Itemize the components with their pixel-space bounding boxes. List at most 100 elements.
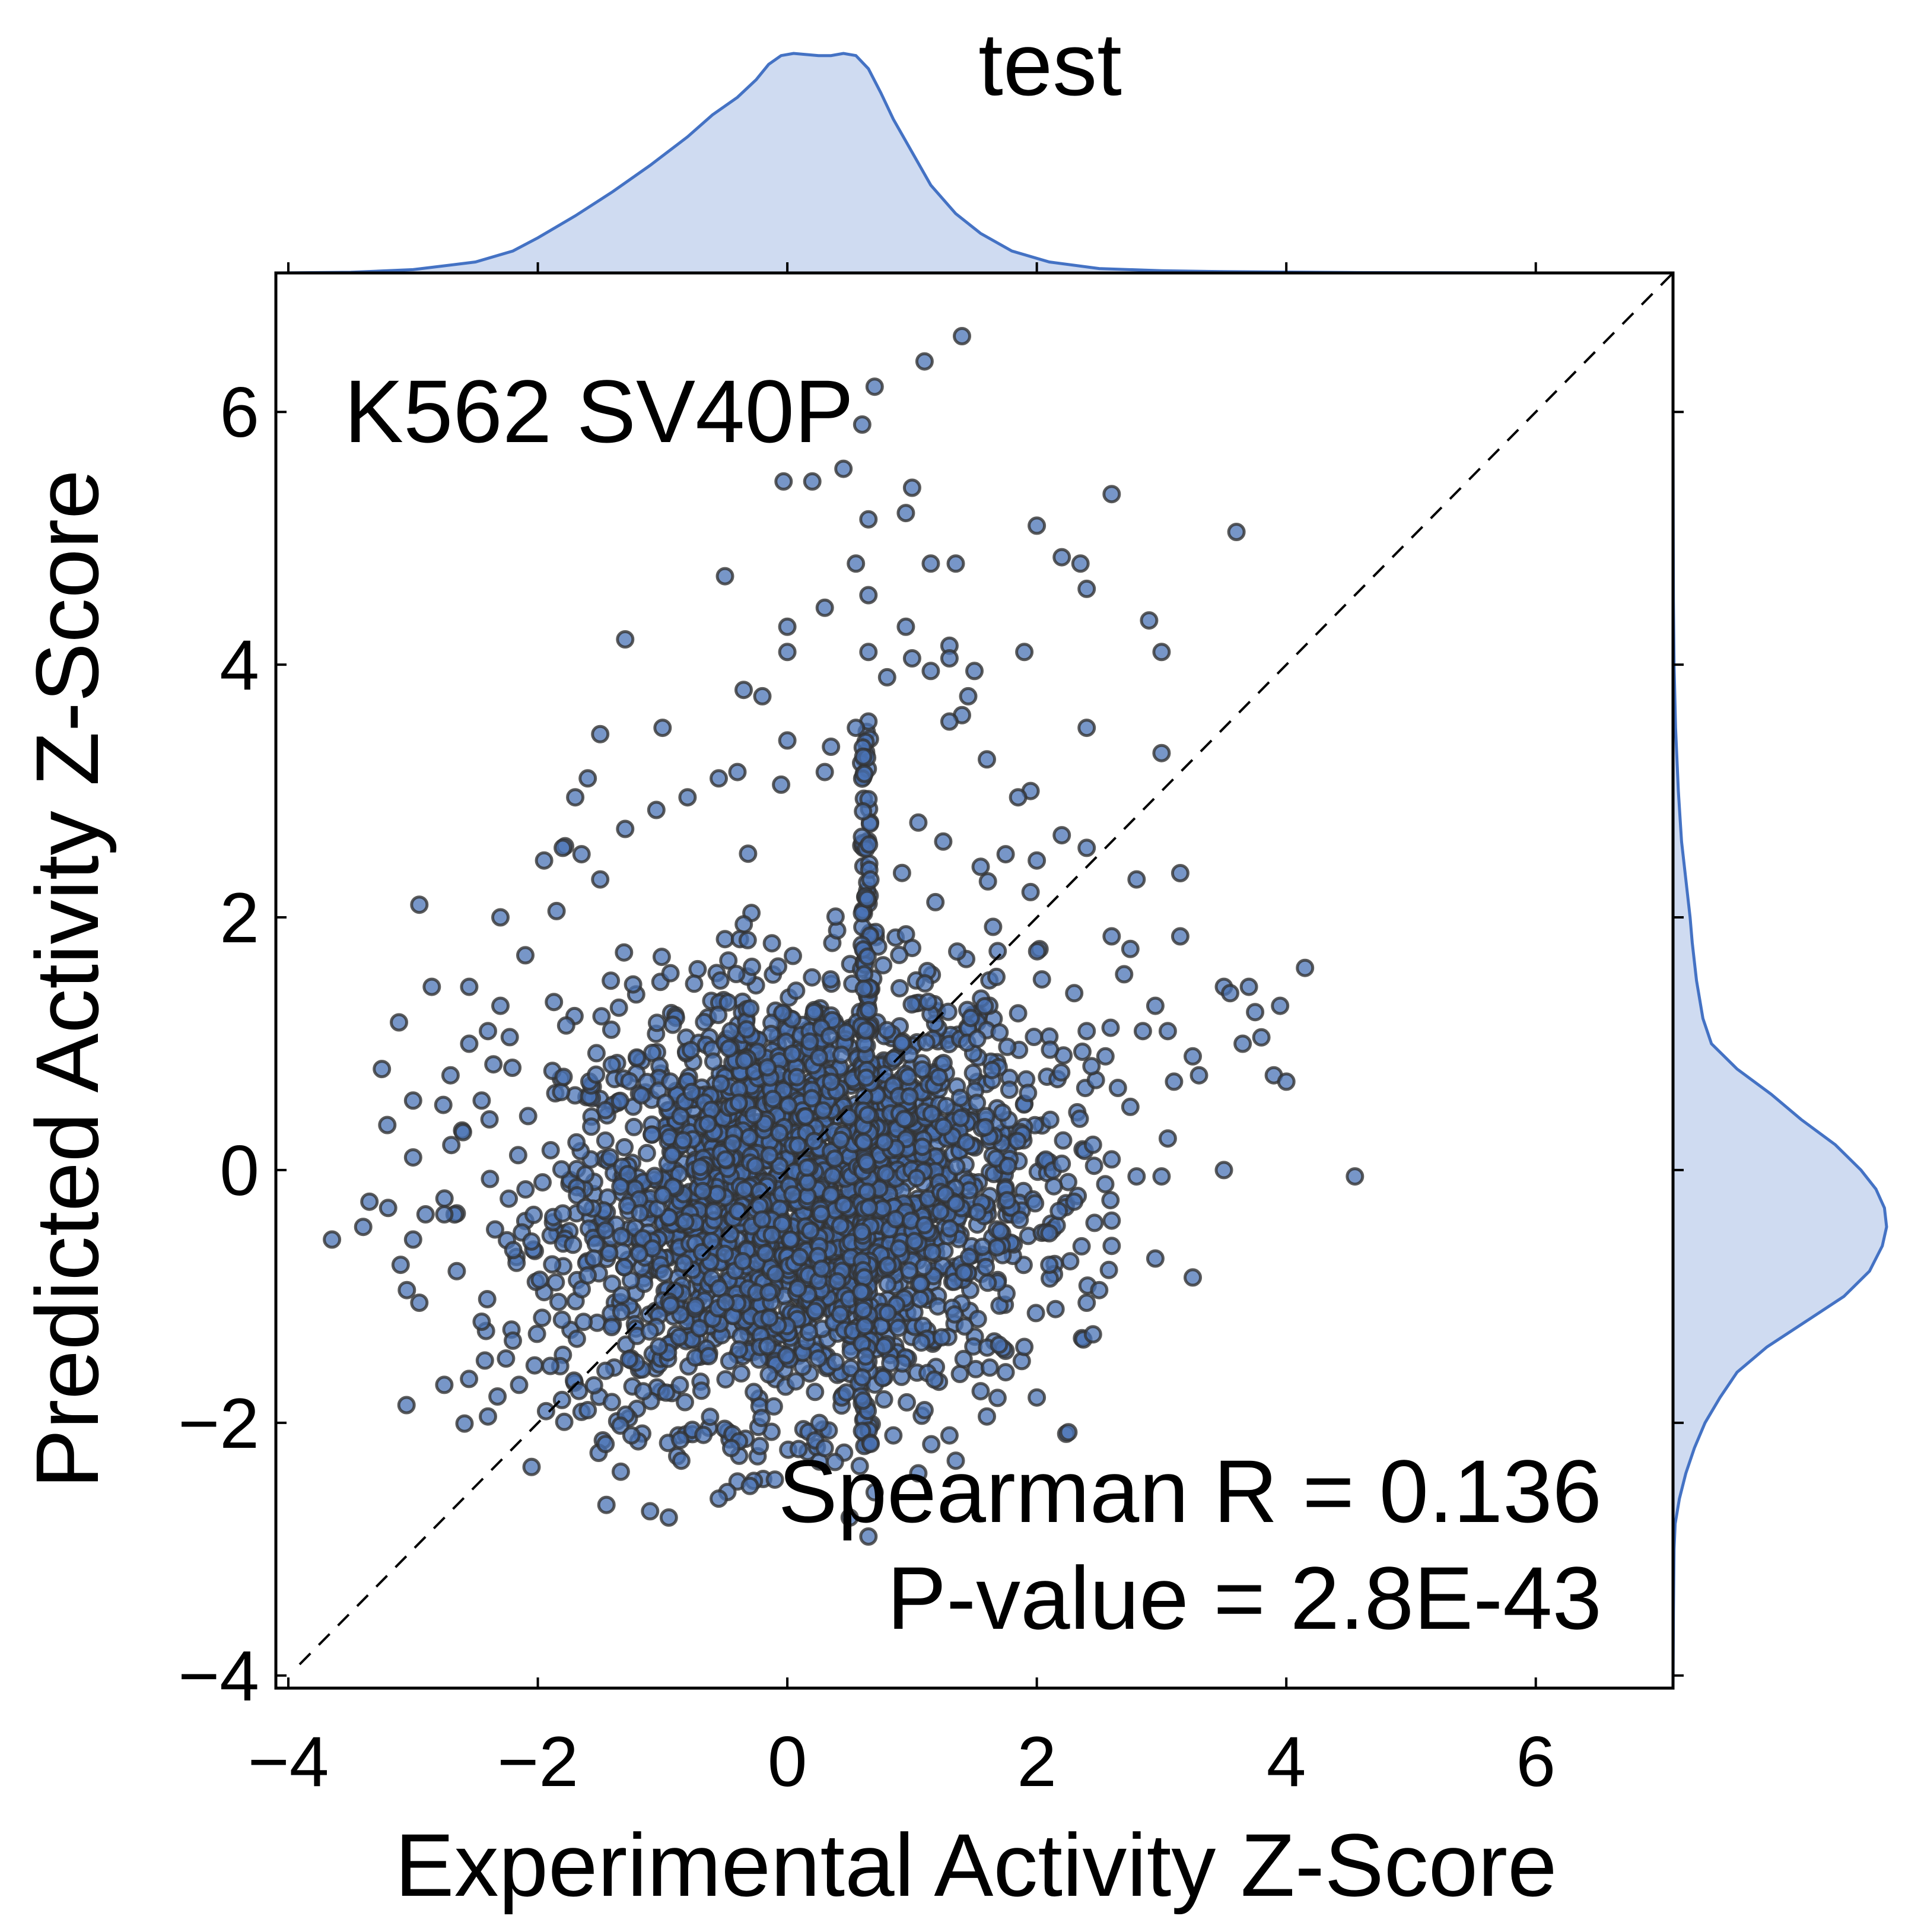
scatter-point [566, 788, 585, 807]
scatter-point [740, 1128, 759, 1146]
scatter-point [654, 1264, 673, 1283]
scatter-point [723, 1134, 742, 1153]
scatter-point [631, 1204, 650, 1223]
scatter-point [611, 1177, 630, 1196]
scatter-point [959, 687, 978, 706]
scatter-point [435, 1375, 454, 1394]
scatter-point [946, 554, 965, 573]
scatter-point [535, 851, 554, 870]
scatter-point [1277, 1072, 1296, 1091]
scatter-point [854, 802, 873, 821]
scatter-point [552, 1160, 571, 1179]
scatter-point [671, 1431, 690, 1450]
scatter-point [460, 1369, 479, 1388]
scatter-point [913, 1060, 931, 1079]
scatter-point [391, 1256, 410, 1275]
scatter-point [1152, 643, 1171, 662]
scatter-point [737, 1020, 756, 1039]
scatter-point [998, 1191, 1017, 1210]
scatter-point [947, 1157, 966, 1176]
scatter-point [609, 998, 628, 1017]
scatter-point [1040, 1224, 1059, 1243]
scatter-point [578, 769, 597, 788]
scatter-point [831, 1130, 850, 1149]
top-density-curve [275, 52, 1673, 275]
top-marginal-density [275, 52, 1673, 275]
scatter-point [900, 1087, 919, 1106]
scatter-point [1246, 1003, 1265, 1022]
scatter-point [1083, 1325, 1102, 1344]
scatter-point [592, 1007, 611, 1026]
scatter-point [878, 1304, 897, 1323]
scatter-point [1115, 965, 1134, 984]
y-tick-label: 4 [220, 625, 259, 705]
scatter-point [441, 1066, 460, 1085]
scatter-point [741, 999, 760, 1018]
scatter-point [854, 980, 873, 998]
scatter-point [990, 1023, 1009, 1042]
scatter-point [876, 1164, 895, 1183]
scatter-point [971, 857, 990, 876]
scatter-point [874, 956, 893, 975]
scatter-point [715, 1244, 734, 1263]
scatter-point [977, 1257, 996, 1276]
scatter-point [379, 1199, 397, 1218]
scatter-point [504, 1331, 522, 1350]
scatter-point [745, 1383, 764, 1402]
scatter-point [812, 1259, 831, 1278]
scatter-point [403, 1148, 422, 1167]
scatter-point [971, 1382, 990, 1401]
scatter-point [809, 1048, 828, 1067]
scatter-point [978, 1407, 996, 1426]
scatter-point [1252, 1028, 1271, 1047]
y-tick-label: 0 [220, 1131, 259, 1210]
scatter-point [1052, 548, 1071, 567]
scatter-point [861, 870, 880, 889]
scatter-point [769, 957, 788, 976]
scatter-point [460, 977, 479, 996]
scatter-point [809, 1349, 828, 1368]
scatter-point [822, 1072, 841, 1091]
scatter-point [859, 643, 878, 662]
scatter-point [678, 788, 697, 807]
scatter-point [1065, 984, 1084, 1003]
scatter-point [800, 1323, 818, 1342]
scatter-point [991, 1222, 1010, 1241]
scatter-point [1221, 984, 1239, 1003]
scatter-point [1044, 1177, 1063, 1196]
scatter-point [734, 681, 753, 700]
scatter-point [1158, 1129, 1177, 1148]
scatter-point [759, 1365, 778, 1384]
scatter-point [447, 1261, 466, 1280]
scatter-point [954, 1349, 973, 1368]
scatter-point [907, 1168, 926, 1187]
scatter-point [968, 1203, 987, 1222]
scatter-point [896, 504, 915, 523]
scatter-point [625, 1117, 643, 1136]
scatter-point [1165, 1072, 1184, 1091]
scatter-point [735, 1051, 753, 1070]
scatter-point [587, 1065, 606, 1084]
scatter-point [1121, 1097, 1140, 1116]
scatter-point [1019, 1083, 1038, 1102]
scatter-point [1071, 554, 1090, 573]
scatter-point [530, 1270, 549, 1289]
scatter-point [323, 1230, 342, 1249]
scatter-point [500, 1189, 519, 1208]
scatter-point [746, 1156, 765, 1175]
scatter-point [578, 1401, 597, 1419]
scatter-point [950, 1088, 969, 1107]
scatter-point [596, 1361, 615, 1380]
scatter-point [410, 1294, 429, 1312]
scatter-point [752, 1409, 771, 1428]
scatter-point [766, 1264, 785, 1283]
scatter-point [718, 993, 737, 1012]
scatter-point [615, 943, 634, 962]
scatter-point [716, 1370, 735, 1389]
scatter-point [541, 1141, 560, 1159]
scatter-point [858, 889, 877, 908]
scatter-point [1052, 826, 1071, 845]
scatter-point [478, 1290, 497, 1308]
scatter-point [760, 1146, 779, 1165]
scatter-point [543, 1255, 562, 1274]
